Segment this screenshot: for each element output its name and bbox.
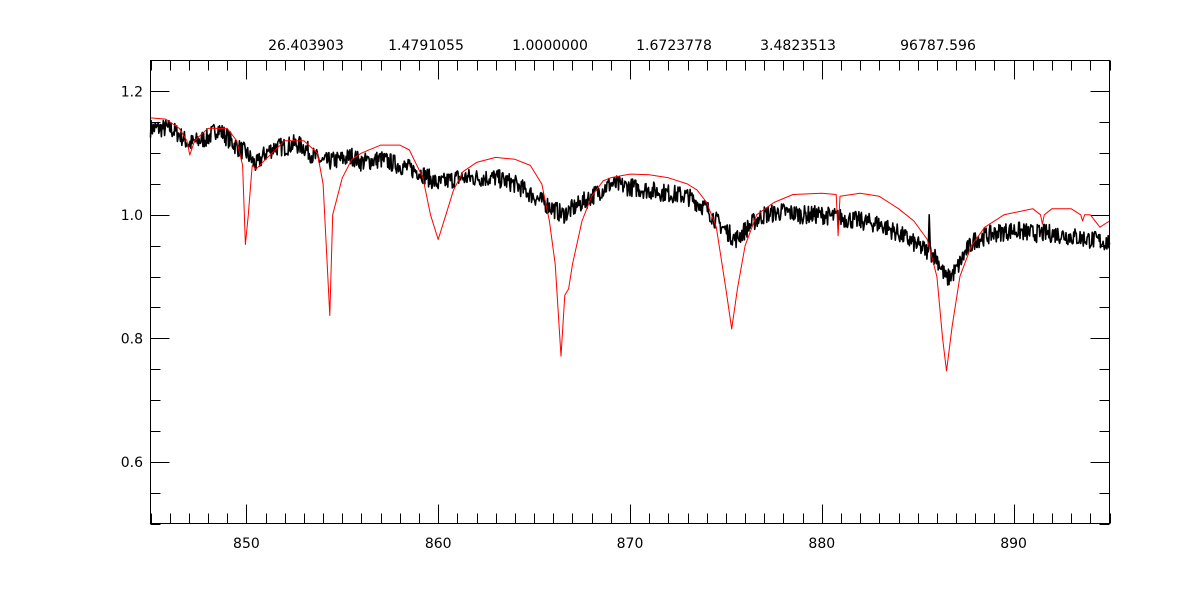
title-value-3: 1.0000000 xyxy=(512,38,588,54)
y-tick-label: 1.0 xyxy=(121,208,143,224)
y-tick-label: 0.8 xyxy=(121,331,143,347)
x-tick-label: 880 xyxy=(808,536,835,552)
x-tick-label: 870 xyxy=(617,536,644,552)
title-value-4: 1.6723778 xyxy=(636,38,712,54)
y-tick-label: 0.6 xyxy=(121,455,143,471)
series-group xyxy=(149,117,1111,372)
x-tick-label: 850 xyxy=(233,536,260,552)
title-value-2: 1.4791055 xyxy=(388,38,464,54)
y-tick-label: 1.2 xyxy=(121,84,143,100)
title-value-1: 26.403903 xyxy=(268,38,344,54)
model-spectrum-line xyxy=(150,117,1110,372)
x-tick-labels: 850 860 870 880 890 xyxy=(233,536,1027,552)
observed-spectrum-line xyxy=(149,119,1111,286)
chart-title: 26.403903 1.4791055 1.0000000 1.6723778 … xyxy=(268,38,976,54)
title-value-6: 96787.596 xyxy=(900,38,976,54)
x-tick-label: 860 xyxy=(425,536,452,552)
axis-ticks xyxy=(150,60,1111,525)
x-tick-label: 890 xyxy=(1000,536,1027,552)
y-tick-labels: 0.6 0.8 1.0 1.2 xyxy=(121,84,143,470)
title-value-5: 3.4823513 xyxy=(760,38,836,54)
plot-frame xyxy=(150,60,1110,524)
